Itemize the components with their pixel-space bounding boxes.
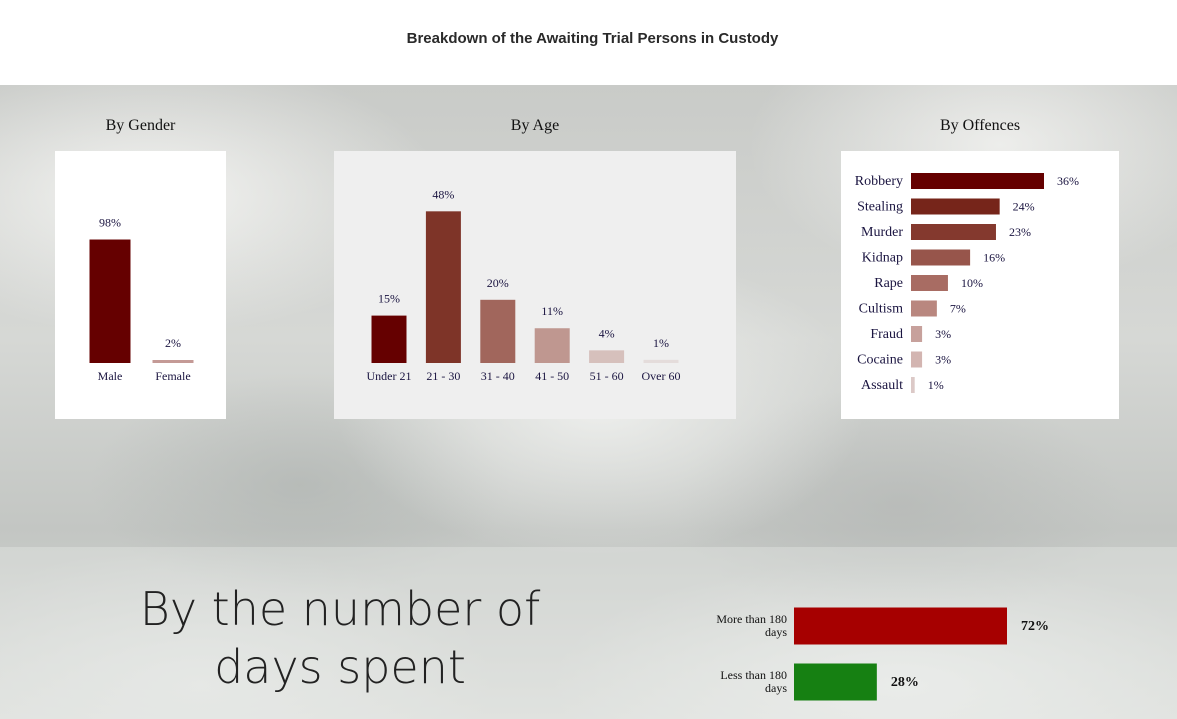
days-chart: More than 180 days 72% Less than 180 days 28%	[716, 607, 1049, 701]
offences-chart: Robbery 36% Stealing 24% Murder 23% Kidnap 16% R…	[855, 173, 1079, 393]
age-category-label: 31 - 40	[481, 369, 515, 383]
header: Breakdown of the Awaiting Trial Persons …	[0, 0, 1177, 85]
days-value-label: 28%	[891, 675, 919, 690]
offences-category-label: Cocaine	[857, 353, 903, 368]
offences-bar	[911, 198, 1000, 215]
age-value-label: 11%	[541, 304, 563, 318]
age-bar	[643, 359, 679, 363]
gender-value-label: 2%	[165, 336, 181, 350]
offences-value-label: 16%	[983, 251, 1005, 265]
offences-value-label: 3%	[935, 327, 951, 341]
age-chart-card: 15% Under 21 48% 21 - 30 20% 31 - 40 11% 41 - 5…	[334, 151, 736, 419]
days-bar	[794, 663, 877, 701]
gender-chart-card: 98% Male 2% Female	[55, 151, 226, 419]
offences-value-label: 10%	[961, 276, 983, 290]
offences-value-label: 24%	[1013, 200, 1035, 214]
age-bar	[480, 299, 516, 363]
age-section-title: By Age	[510, 117, 560, 134]
offences-category-label: Stealing	[857, 200, 903, 215]
offences-category-label: Fraud	[870, 327, 903, 342]
offences-value-label: 23%	[1009, 225, 1031, 239]
gender-bar	[89, 239, 131, 363]
gender-section-title: By Gender	[105, 117, 176, 134]
age-value-label: 15%	[378, 292, 400, 306]
age-category-label: Under 21	[367, 369, 412, 383]
offences-value-label: 3%	[935, 353, 951, 367]
offences-bar	[911, 275, 948, 291]
age-category-label: 21 - 30	[426, 369, 460, 383]
offences-value-label: 36%	[1057, 174, 1079, 188]
offences-bar	[911, 300, 937, 317]
days-category-label: More than 180 days	[716, 612, 787, 639]
days-category-label: Less than 180 days	[720, 668, 787, 695]
gender-chart: 98% Male 2% Female	[89, 216, 194, 383]
offences-category-label: Rape	[874, 276, 903, 291]
age-value-label: 20%	[487, 276, 509, 290]
days-value-label: 72%	[1021, 619, 1049, 634]
gender-value-label: 98%	[99, 216, 121, 230]
offences-section-title: By Offences	[939, 117, 1021, 134]
offences-category-label: Robbery	[855, 174, 903, 189]
offences-category-label: Kidnap	[862, 251, 903, 266]
offences-bar	[911, 173, 1044, 189]
age-bar	[425, 211, 461, 363]
offences-bar	[911, 249, 971, 266]
age-bar	[589, 350, 625, 363]
gender-category-label: Female	[155, 369, 190, 383]
gender-bar	[152, 360, 194, 363]
offences-value-label: 1%	[928, 378, 944, 392]
days-bar	[794, 607, 1007, 645]
age-value-label: 1%	[653, 336, 669, 350]
age-value-label: 4%	[599, 326, 615, 340]
offences-category-label: Assault	[861, 378, 903, 393]
offences-chart-card: Robbery 36% Stealing 24% Murder 23% Kidnap 16% R…	[841, 151, 1119, 419]
offences-bar	[911, 351, 923, 368]
age-category-label: Over 60	[642, 369, 681, 383]
offences-bar	[911, 377, 915, 393]
offences-value-label: 7%	[950, 302, 966, 316]
page-title: Breakdown of the Awaiting Trial Persons …	[406, 30, 779, 47]
age-bar	[534, 328, 570, 363]
age-chart: 15% Under 21 48% 21 - 30 20% 31 - 40 11% 41 - 5…	[367, 187, 681, 383]
days-section-title: By the number of days spent	[139, 582, 541, 694]
age-value-label: 48%	[432, 187, 454, 201]
gender-category-label: Male	[98, 369, 123, 383]
offences-bar	[911, 326, 923, 342]
age-bar	[371, 315, 407, 363]
offences-category-label: Murder	[861, 225, 903, 240]
offences-category-label: Cultism	[859, 302, 903, 317]
age-category-label: 51 - 60	[590, 369, 624, 383]
age-category-label: 41 - 50	[535, 369, 569, 383]
offences-bar	[911, 224, 996, 240]
